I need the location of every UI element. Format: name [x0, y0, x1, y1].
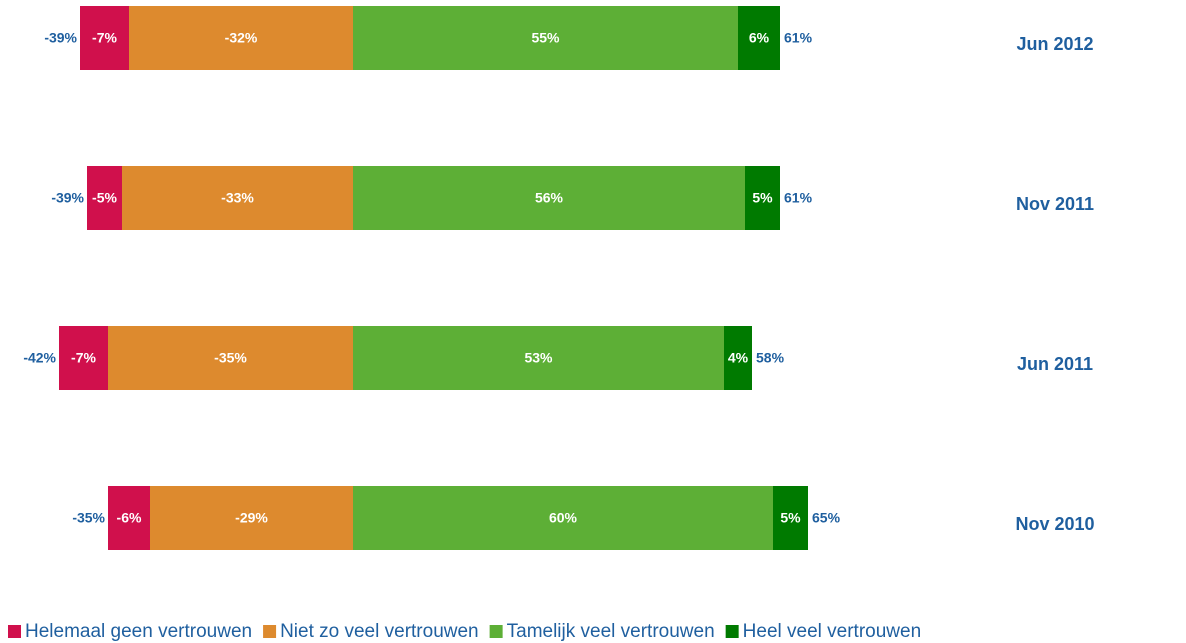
- bar-segment: [353, 166, 745, 230]
- bar-segment: [353, 486, 773, 550]
- bar-segment: [59, 326, 108, 390]
- segment-label: -29%: [235, 510, 268, 526]
- negative-total: -39%: [51, 190, 84, 206]
- segment-label: 60%: [549, 510, 578, 526]
- bar-segment: [150, 486, 353, 550]
- bar-segment: [122, 166, 353, 230]
- negative-total: -35%: [72, 510, 105, 526]
- segment-label: 56%: [535, 190, 564, 206]
- legend-label: Niet zo veel vertrouwen: [280, 621, 479, 642]
- segment-label: 5%: [780, 510, 801, 526]
- legend-swatch: [8, 625, 21, 638]
- category-label: Jun 2011: [1017, 354, 1093, 374]
- segment-label: 55%: [531, 30, 560, 46]
- segment-label: -7%: [92, 30, 117, 46]
- positive-total: 58%: [756, 350, 785, 366]
- positive-total: 61%: [784, 190, 813, 206]
- segment-label: -32%: [225, 30, 258, 46]
- segment-label: -35%: [214, 350, 247, 366]
- segment-label: 4%: [728, 350, 749, 366]
- legend-label: Helemaal geen vertrouwen: [25, 621, 252, 642]
- segment-label: 5%: [752, 190, 773, 206]
- category-label: Jun 2012: [1016, 34, 1093, 54]
- bar-segment: [773, 486, 808, 550]
- positive-total: 61%: [784, 30, 813, 46]
- bar-segment: [80, 6, 129, 70]
- bar-segment: [738, 6, 780, 70]
- bar-segment: [353, 326, 724, 390]
- legend-label: Tamelijk veel vertrouwen: [507, 621, 715, 642]
- segment-label: -7%: [71, 350, 96, 366]
- bar-segment: [108, 326, 353, 390]
- segment-label: -33%: [221, 190, 254, 206]
- category-label: Nov 2011: [1016, 194, 1094, 214]
- legend-swatch: [263, 625, 277, 638]
- bar-segment: [87, 166, 122, 230]
- segment-label: -6%: [117, 510, 142, 526]
- category-label: Nov 2010: [1015, 514, 1094, 534]
- segment-label: -5%: [92, 190, 117, 206]
- positive-total: 65%: [812, 510, 841, 526]
- negative-total: -42%: [23, 350, 56, 366]
- segment-label: 53%: [524, 350, 553, 366]
- bar-segment: [745, 166, 780, 230]
- legend-swatch: [489, 625, 503, 638]
- bar-segment: [724, 326, 752, 390]
- segment-label: 6%: [749, 30, 770, 46]
- negative-total: -39%: [44, 30, 77, 46]
- legend-label: Heel veel vertrouwen: [743, 621, 921, 642]
- bar-segment: [353, 6, 738, 70]
- bar-segment: [129, 6, 353, 70]
- legend-swatch: [725, 625, 739, 638]
- bar-segment: [108, 486, 150, 550]
